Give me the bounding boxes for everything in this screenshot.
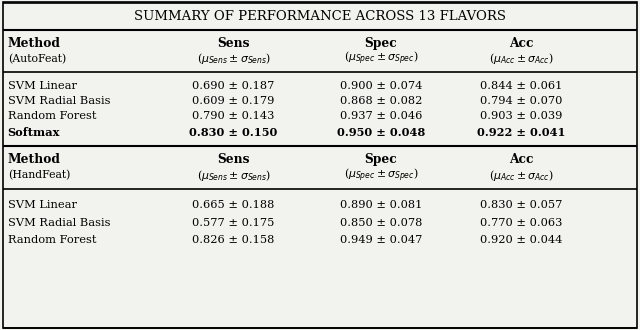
Text: Acc: Acc [509, 153, 534, 166]
Text: 0.949 ± 0.047: 0.949 ± 0.047 [340, 235, 422, 245]
Text: 0.850 ± 0.078: 0.850 ± 0.078 [340, 218, 422, 228]
Text: 0.890 ± 0.081: 0.890 ± 0.081 [340, 200, 422, 210]
Text: 0.844 ± 0.061: 0.844 ± 0.061 [481, 81, 563, 91]
Text: (HandFeat): (HandFeat) [8, 170, 70, 181]
Text: 0.770 ± 0.063: 0.770 ± 0.063 [481, 218, 563, 228]
Text: 0.830 ± 0.150: 0.830 ± 0.150 [189, 126, 278, 138]
Text: ($\mu_{Sens} \pm \sigma_{Sens}$): ($\mu_{Sens} \pm \sigma_{Sens}$) [196, 168, 271, 183]
Text: SVM Linear: SVM Linear [8, 200, 77, 210]
Text: 0.920 ± 0.044: 0.920 ± 0.044 [481, 235, 563, 245]
Text: SVM Linear: SVM Linear [8, 81, 77, 91]
Text: 0.922 ± 0.041: 0.922 ± 0.041 [477, 126, 566, 138]
Text: Method: Method [8, 37, 61, 50]
Text: 0.830 ± 0.057: 0.830 ± 0.057 [481, 200, 563, 210]
Text: ($\mu_{Acc} \pm \sigma_{Acc}$): ($\mu_{Acc} \pm \sigma_{Acc}$) [490, 168, 554, 183]
Text: Method: Method [8, 153, 61, 166]
Text: 0.826 ± 0.158: 0.826 ± 0.158 [193, 235, 275, 245]
Text: 0.937 ± 0.046: 0.937 ± 0.046 [340, 111, 422, 121]
Text: Softmax: Softmax [8, 126, 60, 138]
Text: Random Forest: Random Forest [8, 235, 96, 245]
Text: ($\mu_{Spec} \pm \sigma_{Spec}$): ($\mu_{Spec} \pm \sigma_{Spec}$) [344, 50, 418, 67]
Text: Random Forest: Random Forest [8, 111, 96, 121]
Text: 0.690 ± 0.187: 0.690 ± 0.187 [193, 81, 275, 91]
Text: 0.577 ± 0.175: 0.577 ± 0.175 [193, 218, 275, 228]
Text: Sens: Sens [218, 37, 250, 50]
Text: 0.790 ± 0.143: 0.790 ± 0.143 [193, 111, 275, 121]
Text: 0.900 ± 0.074: 0.900 ± 0.074 [340, 81, 422, 91]
Text: ($\mu_{Acc} \pm \sigma_{Acc}$): ($\mu_{Acc} \pm \sigma_{Acc}$) [490, 51, 554, 66]
Text: (AutoFeat): (AutoFeat) [8, 53, 66, 64]
Text: ($\mu_{Sens} \pm \sigma_{Sens}$): ($\mu_{Sens} \pm \sigma_{Sens}$) [196, 51, 271, 66]
Text: Spec: Spec [364, 37, 397, 50]
Text: 0.609 ± 0.179: 0.609 ± 0.179 [193, 96, 275, 106]
Text: 0.868 ± 0.082: 0.868 ± 0.082 [340, 96, 422, 106]
Text: SVM Radial Basis: SVM Radial Basis [8, 96, 110, 106]
Text: 0.794 ± 0.070: 0.794 ± 0.070 [481, 96, 563, 106]
Text: Spec: Spec [364, 153, 397, 166]
Text: Acc: Acc [509, 37, 534, 50]
Text: SVM Radial Basis: SVM Radial Basis [8, 218, 110, 228]
Text: 0.903 ± 0.039: 0.903 ± 0.039 [481, 111, 563, 121]
Text: 0.950 ± 0.048: 0.950 ± 0.048 [337, 126, 425, 138]
Text: SUMMARY OF PERFORMANCE ACROSS 13 FLAVORS: SUMMARY OF PERFORMANCE ACROSS 13 FLAVORS [134, 10, 506, 23]
Text: ($\mu_{Spec} \pm \sigma_{Spec}$): ($\mu_{Spec} \pm \sigma_{Spec}$) [344, 167, 418, 184]
Text: 0.665 ± 0.188: 0.665 ± 0.188 [193, 200, 275, 210]
Text: Sens: Sens [218, 153, 250, 166]
